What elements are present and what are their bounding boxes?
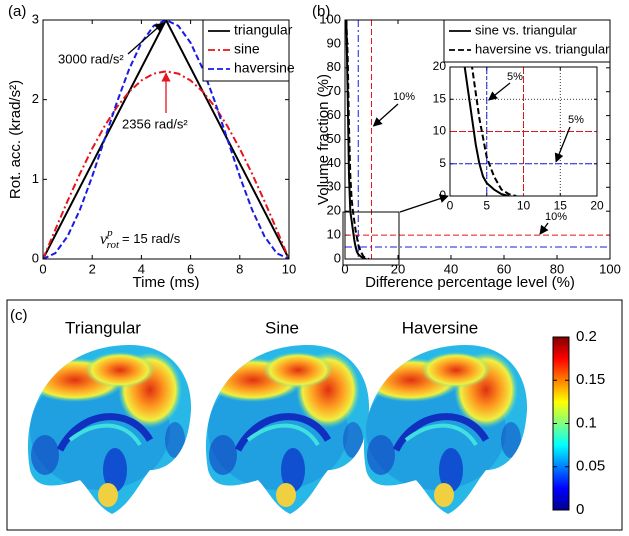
data-line: [345, 20, 370, 259]
annotation: 3000 rad/s²: [58, 51, 124, 66]
legend-label: haversine: [234, 60, 295, 76]
panel-label: (b): [312, 3, 330, 20]
y-tick-label: 1: [32, 171, 39, 186]
x-tick-label: 4: [138, 261, 145, 276]
legend-box: [443, 19, 611, 63]
y-tick-label: 80: [327, 59, 341, 74]
colorbar-tick-label: 0.15: [576, 371, 605, 388]
x-tick-label: 60: [497, 261, 511, 276]
velocity-symbol: v: [100, 231, 108, 248]
velocity-text: = 15 rad/s: [122, 231, 181, 246]
velocity-sub: rot: [107, 239, 120, 251]
colorbar-tick-label: 0.2: [576, 328, 597, 345]
annotation-arrow: [488, 82, 511, 101]
data-line: [43, 20, 289, 259]
y-tick-label: 3: [32, 11, 39, 26]
y-tick-label: 0: [334, 250, 341, 265]
x-axis-label: Time (ms): [133, 274, 200, 291]
y-tick-label: 90: [327, 35, 341, 50]
velocity-sup: p: [106, 227, 113, 239]
y-tick-label: 0: [32, 250, 39, 265]
colorbar-tick-label: 0.1: [576, 414, 597, 431]
x-tick-label: 40: [444, 261, 458, 276]
annotation-arrow: [372, 103, 399, 127]
x-tick-label: 8: [236, 261, 243, 276]
y-axis-label: Rot. acc. (krad/s²): [7, 80, 24, 199]
annotation: 10%: [545, 211, 567, 223]
x-tick-label: 100: [599, 261, 621, 276]
y-tick-label: 30: [327, 179, 341, 194]
x-tick-label: 10: [517, 198, 531, 212]
annotation-arrow: [127, 22, 164, 55]
x-tick-label: 15: [554, 198, 568, 212]
x-tick-label: 0: [447, 198, 454, 212]
data-line: [463, 67, 510, 196]
y-tick-label: 5: [439, 156, 446, 170]
y-tick-label: 60: [327, 107, 341, 122]
annotation-arrow: [539, 222, 549, 235]
y-tick-label: 20: [327, 203, 341, 218]
image-title: Haversine: [402, 318, 479, 337]
colorbar-tick-label: 0.05: [576, 458, 605, 475]
legend-label: sine vs. triangular: [475, 22, 578, 37]
x-tick-label: 0: [341, 261, 348, 276]
panel-label: (a): [8, 3, 26, 20]
y-tick-label: 70: [327, 83, 341, 98]
legend-label: sine: [234, 41, 260, 57]
data-line: [43, 70, 289, 259]
data-line: [345, 20, 367, 259]
velocity-label: vp rot = 15 rad/s: [100, 227, 181, 251]
y-tick-label: 40: [327, 155, 341, 170]
y-axis-label: Volume fraction (%): [315, 74, 332, 205]
legend-label: triangular: [234, 22, 293, 38]
x-tick-label: 2: [89, 261, 96, 276]
colorbar-tick-label: 0: [576, 501, 584, 518]
panel-label: (c): [10, 307, 28, 324]
y-tick-label: 50: [327, 131, 341, 146]
x-tick-label: 80: [550, 261, 564, 276]
x-tick-label: 5: [483, 198, 490, 212]
y-tick-label: 10: [433, 124, 447, 138]
y-tick-label: 20: [433, 59, 447, 73]
annotation: 5%: [507, 71, 523, 83]
image-title: Triangular: [65, 318, 141, 337]
zoom-box: [342, 211, 400, 266]
y-tick-label: 0: [439, 188, 446, 202]
data-line: [43, 20, 289, 259]
annotation-arrow: [399, 194, 449, 213]
x-axis-label: Difference percentage level (%): [365, 274, 575, 291]
data-line: [471, 67, 517, 196]
y-tick-label: 15: [433, 91, 447, 105]
annotation: 5%: [568, 114, 584, 126]
x-tick-label: 6: [187, 261, 194, 276]
x-tick-label: 0: [39, 261, 46, 276]
legend-label: haversine vs. triangular: [475, 41, 610, 56]
y-tick-label: 2: [32, 91, 39, 106]
panel-c-frame: [6, 299, 623, 531]
annotation-arrow: [554, 126, 571, 163]
plot-frame: [42, 19, 290, 260]
x-tick-label: 10: [282, 261, 296, 276]
annotation: 2356 rad/s²: [122, 116, 188, 131]
y-tick-label: 10: [327, 227, 341, 242]
plot-frame: [449, 66, 598, 197]
image-title: Sine: [265, 318, 299, 337]
y-tick-label: 100: [319, 11, 341, 26]
x-tick-label: 20: [590, 198, 604, 212]
annotation: 10%: [393, 91, 415, 103]
